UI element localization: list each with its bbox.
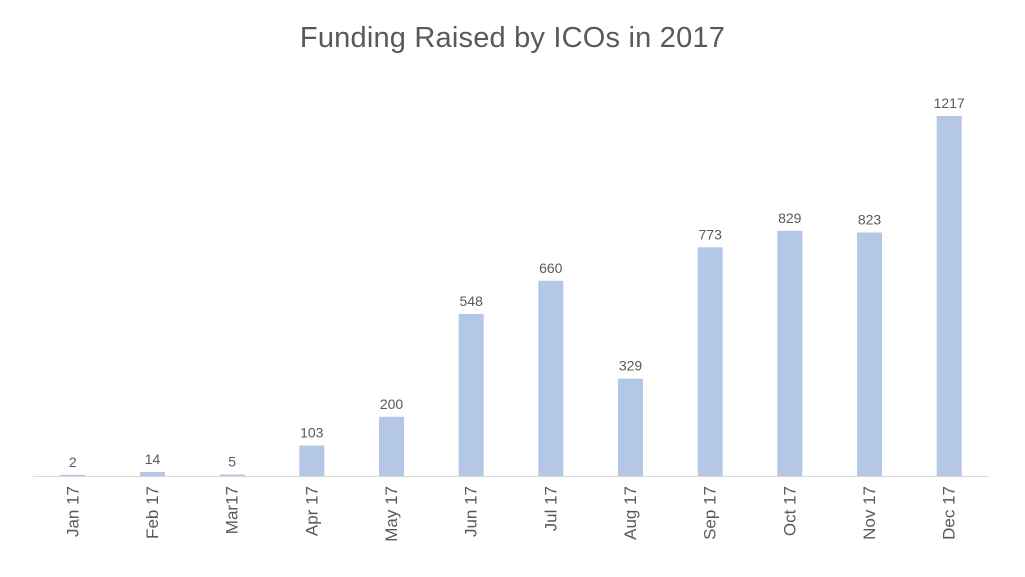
data-label-10: 829 [778,210,802,226]
x-tick-label-4: Apr 17 [302,486,321,536]
data-label-2: 14 [145,451,161,467]
bar-1 [60,474,86,476]
x-tick-label-1: Jan 17 [63,486,82,537]
bars-group [60,116,962,476]
bar-2 [140,471,165,476]
bar-12 [936,116,962,476]
x-tick-label-6: Jun 17 [462,486,481,537]
data-label-1: 2 [69,454,77,470]
x-tick-label-9: Sep 17 [701,486,720,540]
data-label-3: 5 [228,454,236,470]
x-tick-label-5: May 17 [382,486,401,542]
x-tick-label-11: Nov 17 [860,486,879,540]
bar-10 [777,230,803,476]
data-label-11: 823 [858,212,882,228]
x-tick-label-8: Aug 17 [621,486,640,540]
bar-4 [299,445,325,476]
x-tick-label-10: Oct 17 [780,486,799,536]
data-label-4: 103 [300,425,324,441]
x-tick-label-3: Mar17 [223,486,242,534]
x-tick-labels-group: Jan 17 Feb 17 Mar17 Apr 17 May 17 Jun 17 Jul 1… [63,486,958,542]
data-label-6: 548 [460,293,484,309]
bar-6 [458,313,484,476]
data-labels-group: 2 14 5 103 200 548 660 329 773 829 823 1217 [69,95,965,470]
bar-7 [538,280,564,476]
x-tick-label-2: Feb 17 [143,486,162,539]
x-tick-label-12: Dec 17 [940,486,959,540]
bar-3 [219,474,245,476]
data-label-7: 660 [539,260,563,276]
x-tick-label-7: Jul 17 [541,486,560,531]
data-label-8: 329 [619,358,643,374]
data-label-5: 200 [380,396,404,412]
bar-11 [857,232,882,476]
bar-8 [618,378,643,476]
bar-5 [379,416,404,476]
data-label-12: 1217 [934,95,965,111]
data-label-9: 773 [699,226,723,242]
bar-9 [697,247,723,476]
chart-title: Funding Raised by ICOs in 2017 [299,22,726,54]
